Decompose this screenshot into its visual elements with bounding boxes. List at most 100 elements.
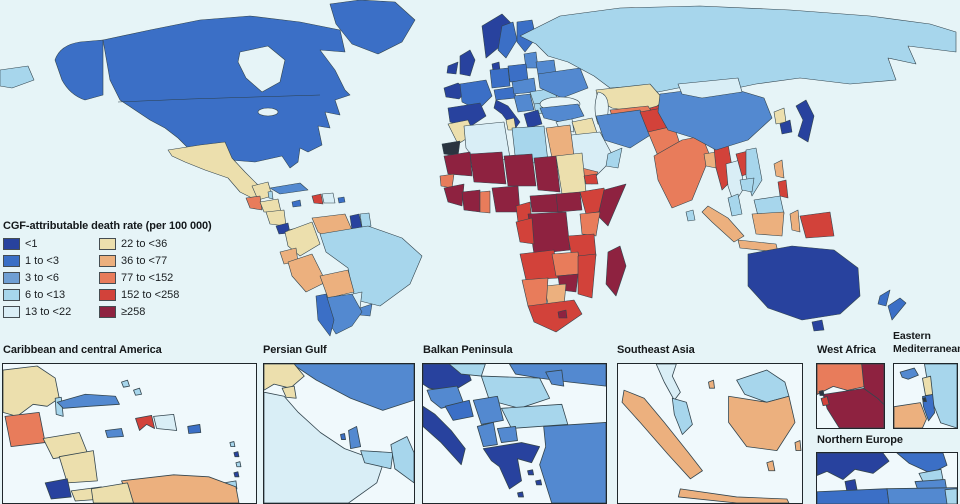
map-shape xyxy=(3,365,60,417)
inset-map-balkan xyxy=(422,363,607,504)
map-shape xyxy=(121,474,240,503)
country-shape xyxy=(479,190,491,214)
map-shape xyxy=(736,369,790,403)
hudson-bay xyxy=(237,45,286,93)
map-shape xyxy=(817,488,890,504)
country-shape xyxy=(507,63,529,83)
country-shape xyxy=(267,190,274,200)
country-shape xyxy=(515,217,535,245)
map-shape xyxy=(922,397,927,402)
legend-swatch xyxy=(3,288,20,301)
legend-swatch xyxy=(3,271,20,284)
map-shape xyxy=(621,389,703,480)
legend-entry: 1 to <3 xyxy=(3,254,99,267)
map-shape xyxy=(677,488,790,503)
country-shape xyxy=(701,205,745,243)
map-shape xyxy=(671,397,693,435)
map-shape xyxy=(233,471,240,478)
country-shape xyxy=(777,179,789,199)
us-canada-border xyxy=(117,94,321,103)
country-shape xyxy=(447,102,487,129)
map-shape xyxy=(482,442,541,490)
legend-entry: 3 to <6 xyxy=(3,271,99,284)
map-shape xyxy=(708,379,715,389)
map-shape xyxy=(944,488,957,504)
great-lakes xyxy=(257,107,279,117)
country-shape xyxy=(527,211,571,255)
country-shape xyxy=(337,196,346,204)
country-shape xyxy=(489,67,511,89)
map-shape xyxy=(655,364,681,401)
map-shape xyxy=(818,390,825,396)
region-africa xyxy=(439,117,627,333)
country-shape xyxy=(269,182,309,195)
country-shape xyxy=(315,293,335,337)
legend-entry: ≥258 xyxy=(99,305,217,318)
map-shape xyxy=(545,369,565,387)
country-shape xyxy=(551,251,581,277)
country-shape xyxy=(0,65,35,89)
map-shape xyxy=(187,424,202,434)
country-shape xyxy=(319,269,355,299)
map-shape xyxy=(281,385,297,399)
map-shape xyxy=(527,469,535,476)
country-shape xyxy=(459,79,493,111)
map-shape xyxy=(90,482,134,503)
map-shape xyxy=(820,396,830,407)
country-shape xyxy=(595,109,653,149)
map-shape xyxy=(44,478,72,500)
map-shape xyxy=(340,433,346,440)
legend-entry: 6 to <13 xyxy=(3,288,99,301)
country-shape xyxy=(102,15,351,169)
inset-map-west-africa xyxy=(816,363,885,429)
country-shape xyxy=(443,151,473,177)
inset-title-northern-europe: Northern Europe xyxy=(817,434,903,446)
country-shape xyxy=(446,61,459,75)
legend-entry-label: 22 to <36 xyxy=(121,237,168,250)
country-shape xyxy=(291,199,302,208)
country-shape xyxy=(653,135,711,209)
country-shape xyxy=(523,109,543,129)
country-shape xyxy=(811,319,825,332)
country-shape xyxy=(443,183,465,207)
country-shape xyxy=(657,85,773,151)
region-asia xyxy=(519,5,957,253)
inset-title-west-africa: West Africa xyxy=(817,344,876,356)
inset-map-caribbean xyxy=(2,363,257,504)
map-legend: CGF-attributable death rate (per 100 000… xyxy=(3,220,221,323)
legend-swatch xyxy=(99,237,116,250)
map-shape xyxy=(886,487,957,504)
map-shape xyxy=(794,440,802,452)
country-shape xyxy=(779,119,793,135)
legend-swatch xyxy=(99,305,116,318)
country-shape xyxy=(555,191,583,213)
inset-title-persian-gulf: Persian Gulf xyxy=(263,344,327,356)
map-shape xyxy=(56,393,120,409)
inset-map-persian-gulf xyxy=(263,363,415,504)
inset-map-southeast-asia xyxy=(617,363,803,504)
country-shape xyxy=(703,151,717,169)
country-shape xyxy=(739,177,755,193)
map-shape xyxy=(728,395,796,452)
legend-swatch xyxy=(3,237,20,250)
country-shape xyxy=(533,155,561,193)
country-shape xyxy=(311,193,324,205)
legend-entry-label: 36 to <77 xyxy=(121,254,168,267)
map-shape xyxy=(4,411,46,447)
map-shape xyxy=(472,395,504,425)
region-europe xyxy=(446,13,589,131)
world-map xyxy=(0,0,957,337)
legend-entry: 77 to <152 xyxy=(99,271,217,284)
country-shape xyxy=(685,209,696,222)
map-shape xyxy=(153,413,178,431)
map-shape xyxy=(121,379,130,388)
map-shape xyxy=(822,387,884,428)
country-shape xyxy=(319,225,423,307)
map-shape xyxy=(133,387,142,396)
inset-map-eastern-mediterranean xyxy=(893,363,958,429)
country-shape xyxy=(751,211,785,237)
map-shape xyxy=(922,375,934,396)
map-shape xyxy=(766,460,776,472)
country-shape xyxy=(577,253,597,299)
map-shape xyxy=(539,422,606,503)
